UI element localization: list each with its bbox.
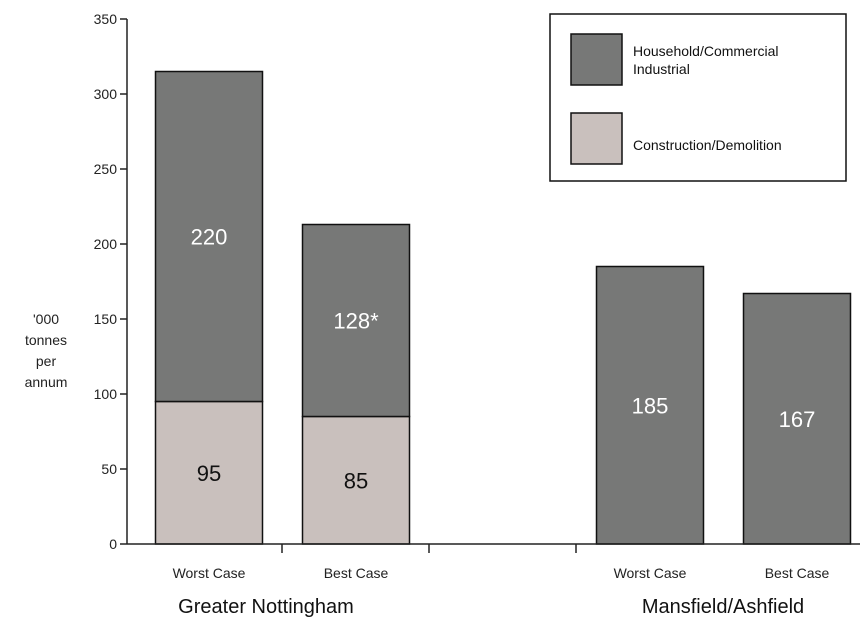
legend-swatch bbox=[571, 34, 622, 85]
bar-value-label: 85 bbox=[344, 468, 368, 493]
y-tick-label: 300 bbox=[94, 86, 118, 102]
bar-value-label: 128* bbox=[333, 309, 379, 334]
category-label: Best Case bbox=[324, 565, 389, 581]
y-tick-label: 100 bbox=[94, 386, 118, 402]
legend-label: Industrial bbox=[633, 61, 690, 77]
y-axis-label-line: per bbox=[36, 353, 57, 369]
y-axis-label: '000 tonnes per annum bbox=[25, 311, 68, 390]
y-tick-label: 200 bbox=[94, 236, 118, 252]
y-tick-label: 50 bbox=[101, 461, 117, 477]
y-tick-label: 250 bbox=[94, 161, 118, 177]
group-label: Mansfield/Ashfield bbox=[642, 596, 804, 618]
y-tick-label: 350 bbox=[94, 11, 118, 27]
y-axis: 0 50 100 150 200 250 300 350 bbox=[94, 11, 127, 552]
legend: Household/Commercial Industrial Constructi… bbox=[550, 14, 846, 181]
bar-value-label: 95 bbox=[197, 461, 221, 486]
group-label: Greater Nottingham bbox=[178, 596, 354, 618]
legend-label: Construction/Demolition bbox=[633, 137, 782, 153]
legend-label: Household/Commercial bbox=[633, 43, 779, 59]
y-axis-label-line: annum bbox=[25, 374, 68, 390]
y-axis-label-line: '000 bbox=[33, 311, 59, 327]
y-tick-label: 150 bbox=[94, 311, 118, 327]
bar-value-label: 220 bbox=[191, 225, 228, 250]
bar-value-label: 185 bbox=[632, 393, 669, 418]
category-label: Best Case bbox=[765, 565, 830, 581]
category-label: Worst Case bbox=[614, 565, 687, 581]
y-tick-label: 0 bbox=[109, 536, 117, 552]
y-axis-label-line: tonnes bbox=[25, 332, 67, 348]
x-axis: Worst Case Best Case Worst Case Best Case Gr… bbox=[127, 544, 860, 618]
category-label: Worst Case bbox=[173, 565, 246, 581]
bar-value-label: 167 bbox=[779, 407, 816, 432]
legend-swatch bbox=[571, 113, 622, 164]
